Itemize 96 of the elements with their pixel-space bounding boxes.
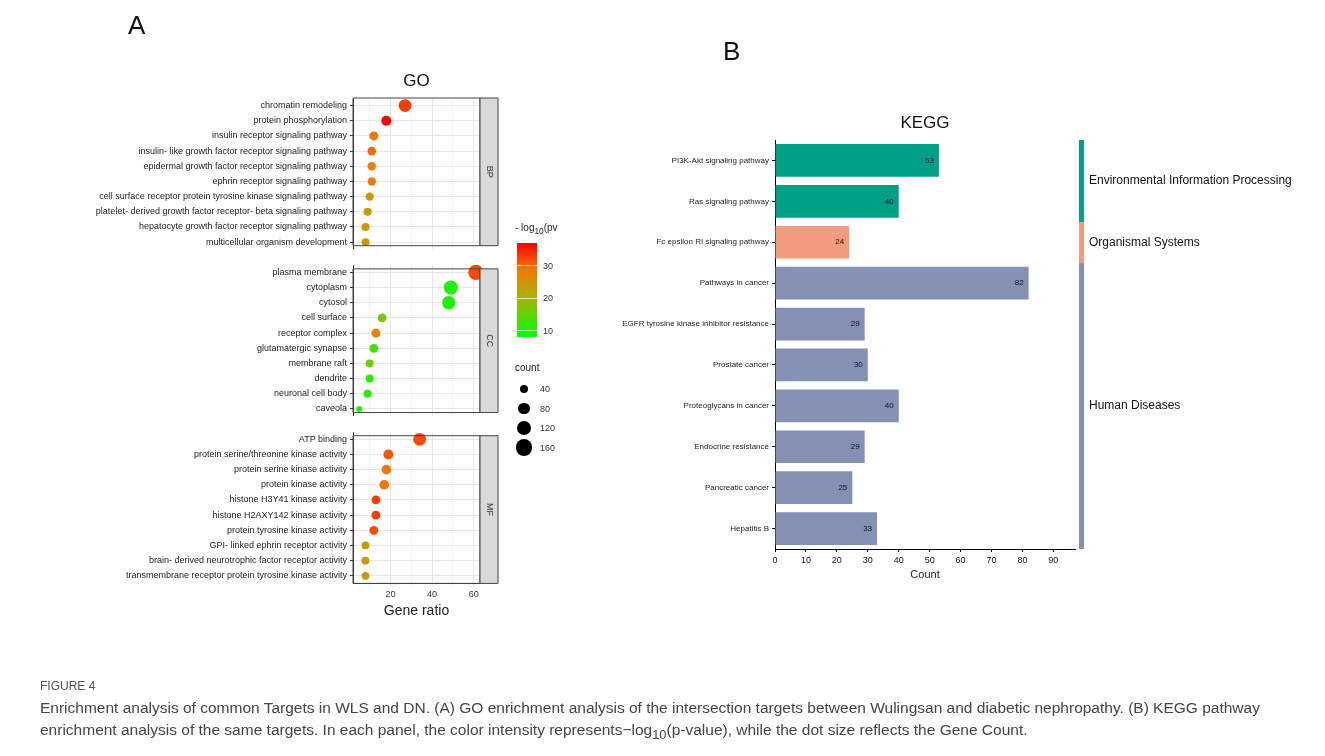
x-tick-label: 90 xyxy=(1048,554,1059,565)
bar xyxy=(775,307,865,341)
chart-title: KEGG xyxy=(900,113,950,133)
x-tick-label: 20 xyxy=(385,589,396,600)
y-tick-label: Proteoglycans in cancer xyxy=(683,401,770,411)
y-tick-label: protein serine/threonine kinase activity xyxy=(193,448,348,459)
y-tick-label: GPI- linked ephrin receptor activity xyxy=(209,539,348,550)
y-tick-label: protein serine kinase activity xyxy=(233,464,348,475)
y-tick-label: membrane raft xyxy=(288,357,348,368)
text: B xyxy=(723,36,741,67)
y-tick-label: protein phosphorylation xyxy=(253,115,347,126)
text: Human Diseases xyxy=(1089,398,1181,413)
x-tick-label: 40 xyxy=(427,589,438,600)
x-axis-title: Count xyxy=(910,568,940,581)
data-label: 30 xyxy=(853,360,864,370)
y-tick-label: protein kinase activity xyxy=(260,479,348,490)
text: MF xyxy=(484,503,495,517)
bar xyxy=(775,512,878,545)
y-tick-label: brain- derived neurotrophic factor receptor activity xyxy=(148,555,348,566)
legend-label: 160 xyxy=(540,441,556,454)
y-tick-label: cytosol xyxy=(318,297,347,308)
x-tick-label: 10 xyxy=(800,554,811,565)
bar xyxy=(775,471,853,505)
text: Enrichment analysis of common Targets in WLS and DN. (A) GO enrichment analysis of the intersection targets between Wulingsan and diabetic nephropathy. (B) KEGG pathway enrichment analysis of the same targets. In each panel, the color intensity represents−log$_{10}$(p-value), while the dot size reflects the Gene Count. xyxy=(40,698,1261,745)
data-label: 33 xyxy=(863,523,873,533)
y-tick-label: glutamatergic synapse xyxy=(256,342,347,353)
y-tick-label: chromatin remodeling xyxy=(260,100,347,111)
chart-title: GO xyxy=(403,71,430,91)
x-axis-title: Gene ratio xyxy=(383,602,450,619)
color-bar-title: - log$_{10}$(pv xyxy=(515,222,558,236)
y-tick-label: cytoplasm xyxy=(306,282,347,293)
x-tick-label: 50 xyxy=(924,554,935,565)
color-bar-label: 30 xyxy=(543,259,554,272)
data-label: 40 xyxy=(884,196,895,206)
x-tick-label: 60 xyxy=(955,554,966,565)
text: Environmental Information Processing xyxy=(1089,173,1292,188)
x-tick-label: 30 xyxy=(862,554,873,565)
data-label: 29 xyxy=(850,441,861,451)
bar xyxy=(775,144,939,177)
x-tick-label: 70 xyxy=(986,554,997,565)
data-label: 40 xyxy=(884,401,895,411)
x-tick-label: 60 xyxy=(468,589,479,600)
legend-title: count xyxy=(515,362,540,373)
y-tick-label: cell surface receptor protein tyrosine kinase signaling pathway xyxy=(99,191,348,202)
y-tick-label: histone H2AXY142 kinase activity xyxy=(212,509,348,520)
y-tick-label: Hepatitis B xyxy=(730,523,769,533)
y-tick-label: platelet- derived growth factor receptor- beta signaling pathway xyxy=(95,206,348,217)
y-tick-label: PI3K-Akt signaling pathway xyxy=(671,155,769,165)
y-tick-label: cell surface xyxy=(301,312,347,323)
data-label: 25 xyxy=(838,482,848,492)
bar xyxy=(775,225,850,259)
y-tick-label: epidermal growth factor receptor signaling pathway xyxy=(143,160,348,171)
x-tick-label: 0 xyxy=(772,554,778,565)
y-tick-label: protein tyrosine kinase activity xyxy=(226,524,348,535)
bar xyxy=(775,430,865,464)
x-tick-label: 40 xyxy=(893,554,904,565)
y-tick-label: hepatocyte growth factor receptor signaling pathway xyxy=(138,221,348,232)
y-tick-label: insulin receptor signaling pathway xyxy=(211,130,348,141)
text: BP xyxy=(484,165,495,178)
text: A xyxy=(128,10,146,41)
y-tick-label: histone H3Y41 kinase activity xyxy=(229,494,348,505)
data-label: 24 xyxy=(835,237,845,247)
color-bar-label: 10 xyxy=(543,324,554,337)
y-tick-label: Prostate cancer xyxy=(712,360,770,370)
y-tick-label: Pancreatic cancer xyxy=(704,482,770,492)
y-tick-label: Pathways in cancer xyxy=(699,278,770,288)
caption: FIGURE 4 xyxy=(40,679,96,693)
bar xyxy=(775,389,899,423)
bar xyxy=(775,184,899,218)
legend-label: 120 xyxy=(540,422,556,434)
data-label: 29 xyxy=(850,319,861,329)
legend-label: 40 xyxy=(540,383,551,395)
bar xyxy=(775,348,868,382)
data-label: 82 xyxy=(1014,278,1025,288)
text: CC xyxy=(484,334,495,348)
y-tick-label: ephrin receptor signaling pathway xyxy=(212,175,348,186)
y-tick-label: caveola xyxy=(315,403,347,414)
y-tick-label: multicellular organism development xyxy=(205,236,348,247)
color-bar-label: 20 xyxy=(543,292,554,305)
y-tick-label: Ras signaling pathway xyxy=(688,196,769,206)
data-label: 53 xyxy=(925,155,935,165)
y-tick-label: dendrite xyxy=(314,373,347,384)
text: Organismal Systems xyxy=(1089,234,1200,249)
y-tick-label: Fc epsilon RI signaling pathway xyxy=(656,237,769,247)
x-tick-label: 20 xyxy=(831,554,842,565)
legend-label: 80 xyxy=(540,402,551,415)
y-tick-label: Endocrine resistance xyxy=(694,441,770,451)
y-tick-label: transmembrane receptor protein tyrosine kinase activity xyxy=(125,570,348,581)
y-tick-label: receptor complex xyxy=(277,327,348,338)
y-tick-label: ATP binding xyxy=(298,433,347,444)
y-tick-label: insulin- like growth factor receptor signaling pathway xyxy=(138,145,348,156)
y-tick-label: neuronal cell body xyxy=(273,388,348,399)
bar xyxy=(775,266,1029,300)
y-tick-label: plasma membrane xyxy=(272,266,347,277)
y-tick-label: EGFR tyrosine kinase inhibitor resistance xyxy=(622,319,770,329)
x-tick-label: 80 xyxy=(1017,554,1028,565)
